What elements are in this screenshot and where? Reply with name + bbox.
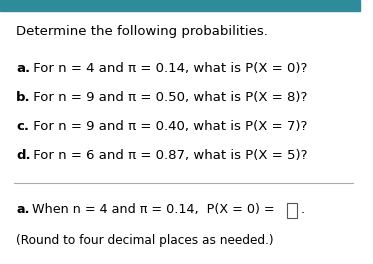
Text: d.: d.	[16, 149, 31, 162]
Text: (Round to four decimal places as needed.): (Round to four decimal places as needed.…	[16, 234, 274, 247]
Text: a.: a.	[16, 62, 30, 75]
Bar	[0, 0, 360, 11]
Text: b.: b.	[16, 91, 31, 104]
FancyBboxPatch shape	[286, 203, 297, 218]
Text: For n = 9 and π = 0.40, what is P(X = 7)?: For n = 9 and π = 0.40, what is P(X = 7)…	[29, 120, 307, 133]
Text: Determine the following probabilities.: Determine the following probabilities.	[16, 25, 268, 38]
Text: a.: a.	[16, 203, 29, 216]
Text: c.: c.	[16, 120, 29, 133]
Text: .: .	[301, 203, 305, 216]
Text: For n = 6 and π = 0.87, what is P(X = 5)?: For n = 6 and π = 0.87, what is P(X = 5)…	[29, 149, 307, 162]
Text: For n = 9 and π = 0.50, what is P(X = 8)?: For n = 9 and π = 0.50, what is P(X = 8)…	[29, 91, 307, 104]
Text: For n = 4 and π = 0.14, what is P(X = 0)?: For n = 4 and π = 0.14, what is P(X = 0)…	[29, 62, 307, 75]
Text: When n = 4 and π = 0.14,  P(X = 0) =: When n = 4 and π = 0.14, P(X = 0) =	[28, 203, 275, 216]
